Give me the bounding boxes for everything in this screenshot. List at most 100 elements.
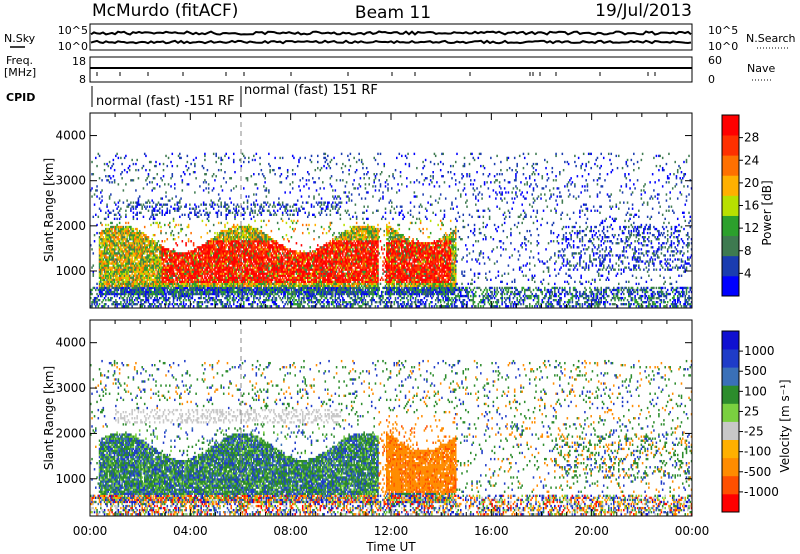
power-cell bbox=[102, 288, 105, 292]
power-cell bbox=[93, 298, 96, 302]
power-cell bbox=[194, 298, 196, 302]
power-cell bbox=[256, 203, 259, 206]
power-cell bbox=[200, 274, 202, 277]
power-cell bbox=[106, 246, 108, 249]
power-cell bbox=[251, 262, 254, 265]
power-cell bbox=[235, 252, 238, 255]
power-cell bbox=[274, 205, 276, 208]
power-cell bbox=[137, 252, 140, 255]
power-cell bbox=[209, 252, 211, 255]
power-cell bbox=[108, 284, 111, 288]
power-cell bbox=[107, 256, 110, 259]
power-cell bbox=[103, 288, 106, 292]
noise-search-trace bbox=[90, 39, 692, 45]
power-cell bbox=[135, 280, 137, 284]
power-cell bbox=[118, 278, 121, 281]
power-cell bbox=[179, 207, 181, 210]
power-cell bbox=[135, 205, 137, 208]
power-cell bbox=[122, 246, 125, 249]
power-cell bbox=[127, 264, 130, 267]
power-cell bbox=[130, 258, 132, 261]
power-cell bbox=[225, 288, 227, 292]
power-cell bbox=[265, 189, 268, 192]
power-cell bbox=[207, 270, 210, 273]
power-cell bbox=[222, 268, 225, 271]
power-cell bbox=[204, 282, 206, 286]
power-cell bbox=[107, 262, 110, 265]
power-cell bbox=[201, 268, 204, 271]
power-cell bbox=[122, 227, 125, 231]
power-cell bbox=[234, 238, 236, 241]
power-cell bbox=[91, 301, 93, 304]
power-cell bbox=[180, 286, 182, 290]
power-cell bbox=[260, 219, 263, 223]
power-cell bbox=[271, 244, 274, 247]
power-cell bbox=[226, 236, 229, 239]
power-cell bbox=[170, 280, 172, 284]
power-cell bbox=[200, 282, 202, 286]
power-cell bbox=[225, 231, 227, 235]
power-cell bbox=[132, 274, 135, 277]
power-cell bbox=[123, 284, 126, 288]
power-cell bbox=[211, 240, 214, 243]
power-cell bbox=[132, 303, 135, 306]
power-cell bbox=[227, 288, 230, 292]
power-cell bbox=[152, 240, 155, 243]
power-cell bbox=[189, 262, 191, 265]
power-cell bbox=[230, 260, 233, 263]
power-cell bbox=[172, 262, 175, 265]
power-cell bbox=[135, 303, 137, 306]
power-cell bbox=[121, 276, 123, 279]
power-cell bbox=[186, 276, 189, 279]
power-cell bbox=[108, 240, 111, 243]
power-cell bbox=[131, 229, 133, 233]
power-cell bbox=[170, 266, 172, 269]
power-cell bbox=[145, 268, 147, 271]
power-cell bbox=[112, 240, 115, 243]
power-cell bbox=[101, 195, 103, 198]
power-cell bbox=[133, 288, 136, 292]
power-cell bbox=[219, 197, 221, 200]
power-cell bbox=[180, 282, 182, 286]
power-cell bbox=[196, 260, 199, 263]
power-cell bbox=[227, 260, 230, 263]
power-cell bbox=[237, 298, 240, 302]
power-cell bbox=[191, 264, 194, 267]
power-cell bbox=[181, 262, 184, 265]
power-cell bbox=[108, 238, 111, 241]
power-cell bbox=[116, 266, 118, 269]
power-cell bbox=[148, 278, 151, 281]
power-cell bbox=[127, 270, 130, 273]
power-cell bbox=[236, 203, 239, 206]
power-cell bbox=[171, 294, 174, 298]
power-cell bbox=[143, 270, 146, 273]
power-cell bbox=[180, 264, 182, 267]
power-cell bbox=[209, 240, 211, 243]
power-cell bbox=[111, 284, 113, 288]
power-cell bbox=[217, 252, 220, 255]
power-cell bbox=[225, 181, 227, 184]
power-cell bbox=[216, 258, 219, 261]
power-cell bbox=[131, 248, 133, 251]
power-cell bbox=[143, 258, 146, 261]
power-cell bbox=[204, 250, 206, 253]
power-cell bbox=[201, 266, 204, 269]
power-cell bbox=[214, 179, 216, 182]
power-cell bbox=[100, 221, 102, 225]
power-cell bbox=[138, 231, 141, 235]
power-cell bbox=[148, 266, 151, 269]
power-cell bbox=[280, 217, 283, 221]
power-cell bbox=[115, 274, 117, 277]
power-cell bbox=[180, 272, 182, 275]
power-cell bbox=[171, 152, 174, 156]
power-cell bbox=[209, 292, 211, 296]
power-cell bbox=[117, 156, 120, 160]
power-cell bbox=[160, 260, 162, 263]
power-cell bbox=[135, 284, 137, 288]
power-cell bbox=[106, 268, 108, 271]
power-cell bbox=[113, 246, 116, 249]
power-cell bbox=[195, 266, 197, 269]
power-cell bbox=[136, 231, 138, 235]
power-cell bbox=[133, 290, 136, 294]
power-cell bbox=[199, 262, 201, 265]
